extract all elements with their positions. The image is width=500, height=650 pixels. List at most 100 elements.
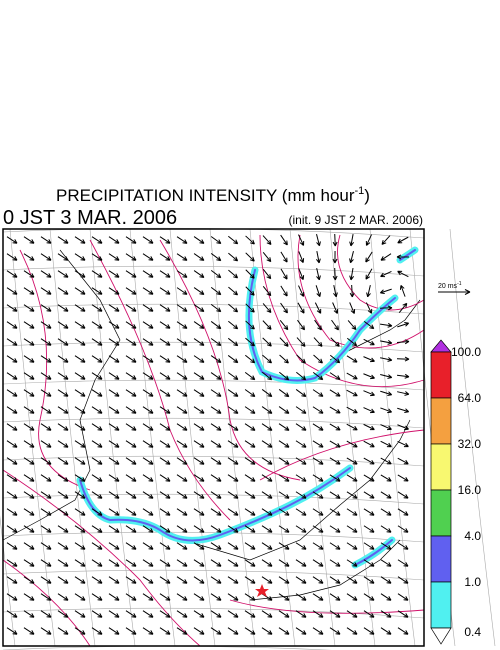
- wind-arrow: [262, 337, 272, 347]
- wind-arrow: [57, 321, 69, 329]
- lon-line: [89, 228, 136, 647]
- lat-line: [2, 417, 425, 429]
- wind-arrow: [57, 474, 69, 482]
- wind-arrow: [210, 457, 222, 465]
- wind-arrow: [91, 474, 103, 482]
- wind-arrow: [159, 593, 171, 601]
- wind-arrow: [40, 525, 52, 533]
- wind-arrow: [6, 389, 18, 397]
- wind-arrow: [227, 610, 239, 618]
- wind-arrow: [40, 270, 52, 278]
- wind-arrow: [125, 321, 137, 329]
- wind-arrow: [91, 610, 103, 618]
- wind-arrow: [278, 610, 290, 618]
- wind-arrow: [363, 627, 375, 635]
- wind-arrow: [193, 610, 205, 618]
- wind-arrow: [330, 337, 340, 347]
- wind-arrow: [6, 610, 18, 618]
- wind-arrow: [108, 559, 120, 567]
- wind-arrow: [312, 423, 324, 431]
- wind-arrow: [227, 491, 239, 499]
- wind-arrow: [227, 576, 239, 584]
- wind-arrow: [210, 389, 222, 397]
- wind-arrow: [262, 235, 272, 245]
- wind-arrow: [108, 525, 120, 533]
- isobar: [159, 239, 301, 481]
- wind-arrow: [193, 372, 205, 380]
- wind-arrow: [23, 491, 35, 499]
- wind-arrow: [244, 525, 256, 533]
- wind-arrow: [176, 491, 188, 499]
- map: [0, 227, 496, 650]
- lon-line: [449, 228, 496, 647]
- wind-arrow: [74, 287, 86, 295]
- wind-arrow: [228, 286, 239, 296]
- wind-arrow: [363, 593, 375, 601]
- wind-arrow: [295, 593, 307, 601]
- wind-arrow: [346, 542, 358, 550]
- reference-exponent: -1: [457, 281, 462, 287]
- wind-arrow: [142, 627, 154, 635]
- wind-arrow: [57, 508, 69, 516]
- wind-arrow: [380, 253, 392, 261]
- wind-arrow: [91, 525, 103, 533]
- wind-arrow: [244, 627, 256, 635]
- wind-arrow: [142, 491, 154, 499]
- wind-arrow: [125, 253, 137, 261]
- wind-arrow: [365, 302, 373, 314]
- wind-arrow: [23, 423, 35, 431]
- wind-arrow: [244, 389, 256, 397]
- wind-arrow: [227, 406, 239, 414]
- colorbar-label: 64.0: [458, 391, 482, 405]
- isobar: [19, 249, 91, 491]
- wind-arrow: [176, 525, 188, 533]
- wind-arrow: [6, 457, 18, 465]
- wind-arrow: [6, 559, 18, 567]
- wind-arrow: [312, 491, 324, 499]
- wind-arrow: [23, 253, 35, 261]
- wind-arrow: [210, 627, 222, 635]
- wind-arrow: [40, 440, 52, 448]
- wind-arrow: [245, 235, 255, 245]
- wind-arrow: [23, 406, 35, 414]
- wind-arrow: [74, 423, 86, 431]
- wind-arrow: [346, 508, 358, 516]
- wind-arrow: [125, 525, 137, 533]
- wind-arrow: [298, 251, 305, 263]
- wind-arrow: [363, 373, 375, 380]
- wind-arrow: [108, 406, 120, 414]
- wind-arrow: [244, 474, 256, 482]
- wind-arrow: [396, 339, 410, 345]
- wind-arrow: [329, 576, 341, 584]
- wind-arrow: [261, 474, 273, 482]
- wind-arrow: [108, 253, 120, 261]
- wind-arrow: [125, 304, 137, 312]
- wind-arrow: [244, 406, 256, 414]
- wind-arrow: [91, 406, 103, 414]
- wind-arrow: [380, 559, 392, 567]
- wind-arrow: [40, 457, 52, 465]
- wind-arrow: [397, 542, 409, 550]
- wind-arrow: [210, 338, 222, 347]
- colorbar-box: [430, 443, 452, 491]
- wind-arrow: [74, 576, 86, 584]
- wind-arrow: [125, 440, 137, 448]
- isobar: [259, 429, 425, 481]
- wind-arrow: [74, 338, 86, 346]
- wind-arrow: [125, 389, 137, 397]
- wind-arrow: [295, 474, 307, 482]
- wind-arrow: [261, 508, 273, 516]
- wind-arrow: [6, 270, 18, 278]
- wind-arrow: [74, 304, 86, 312]
- isobar: [229, 599, 425, 614]
- wind-arrow: [397, 525, 409, 533]
- wind-arrow: [159, 372, 171, 380]
- wind-arrow: [125, 457, 137, 465]
- wind-arrow: [363, 559, 375, 567]
- wind-arrow: [329, 423, 341, 431]
- wind-arrow: [176, 389, 188, 397]
- title-text: PRECIPITATION INTENSITY (mm hour: [56, 186, 355, 205]
- wind-arrow: [159, 576, 171, 584]
- wind-arrow: [346, 372, 358, 380]
- wind-arrow: [91, 253, 103, 261]
